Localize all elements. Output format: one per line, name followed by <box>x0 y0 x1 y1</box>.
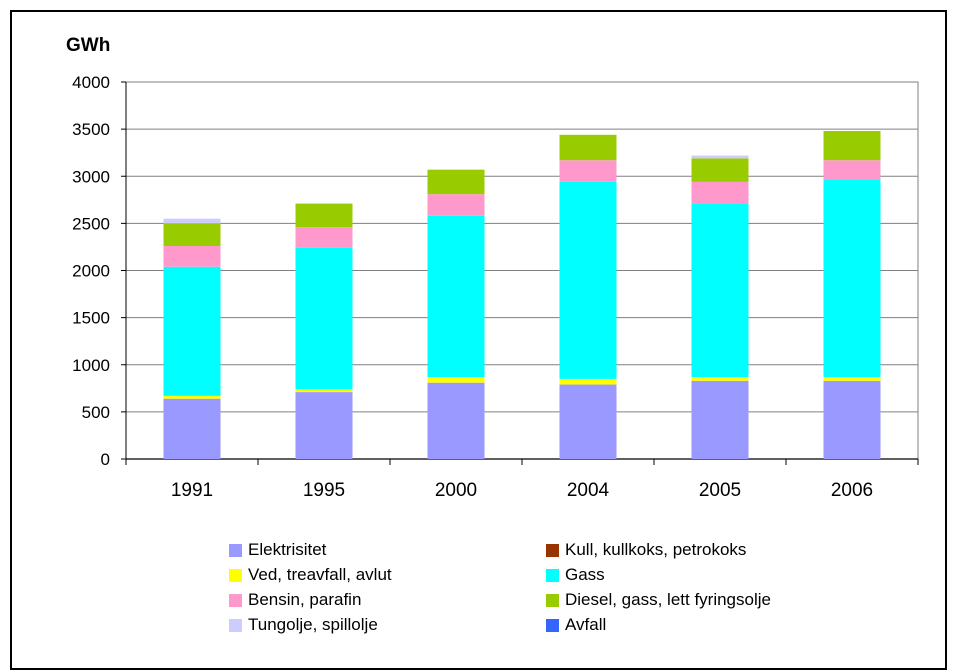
bar-segment <box>559 378 617 385</box>
bar-segment <box>295 389 353 393</box>
bar-segment <box>427 169 485 195</box>
y-tick-label: 500 <box>82 403 110 422</box>
bar-segment <box>691 203 749 378</box>
bar-segment <box>823 160 881 181</box>
bar-segment <box>823 380 881 459</box>
bar-segment <box>559 384 617 459</box>
bar-segment <box>427 382 485 459</box>
y-tick-label: 2000 <box>72 262 110 281</box>
bar-segment <box>427 377 485 383</box>
x-tick-label: 2005 <box>699 480 741 501</box>
bar-segment <box>691 158 749 182</box>
bar-segment <box>823 131 881 161</box>
bar-segment <box>163 266 221 396</box>
y-tick-label: 4000 <box>72 73 110 92</box>
bar-segment <box>163 223 221 246</box>
bar-segment <box>559 181 617 379</box>
bar-segment <box>427 194 485 216</box>
x-tick-label: 1995 <box>303 480 345 501</box>
y-tick-label: 0 <box>101 450 110 469</box>
bar-segment <box>691 377 749 381</box>
x-tick-label: 2000 <box>435 480 477 501</box>
x-tick-label: 2006 <box>831 480 873 501</box>
bar-segment <box>559 134 617 161</box>
bar-segment <box>163 245 221 267</box>
bar-segment <box>163 398 221 459</box>
x-tick-label: 2004 <box>567 480 610 501</box>
bar-segment <box>559 160 617 182</box>
bar-segment <box>691 155 749 159</box>
bar-segment <box>163 218 221 224</box>
bar-segment <box>427 215 485 378</box>
bar-segment <box>823 377 881 381</box>
y-unit-label: GWh <box>66 35 111 56</box>
bar-segment <box>823 180 881 378</box>
y-tick-label: 3500 <box>72 120 110 139</box>
x-tick-label: 1991 <box>171 480 213 501</box>
bar-segment <box>691 181 749 204</box>
y-tick-label: 1500 <box>72 309 110 328</box>
bar-segment <box>691 380 749 459</box>
bar-segment <box>163 395 221 399</box>
bar-segment <box>295 203 353 228</box>
y-tick-label: 2500 <box>72 214 110 233</box>
y-tick-label: 3000 <box>72 167 110 186</box>
y-tick-label: 1000 <box>72 356 110 375</box>
bar-segment <box>295 247 353 390</box>
bar-segment <box>295 392 353 459</box>
bar-segment <box>295 227 353 248</box>
